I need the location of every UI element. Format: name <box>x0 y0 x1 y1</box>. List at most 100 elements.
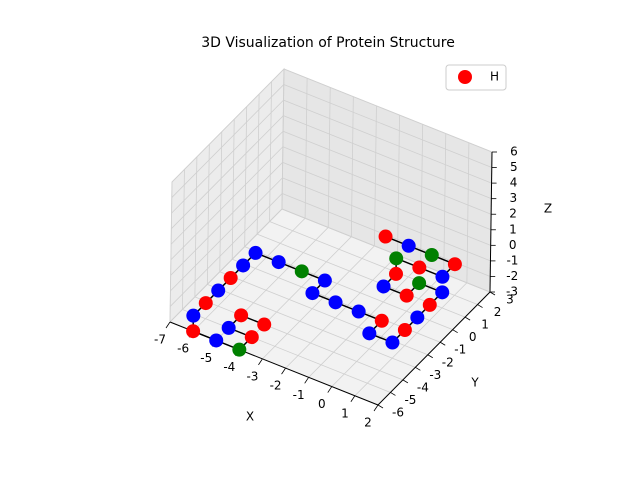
grid-line <box>170 162 283 276</box>
grid-line <box>443 133 447 274</box>
grid-line <box>331 273 445 387</box>
grid-line <box>374 105 377 246</box>
residue <box>198 296 213 311</box>
grid-line <box>281 68 285 210</box>
z-axis-label: Z <box>544 202 552 216</box>
y-tick-label: -5 <box>404 393 416 407</box>
grid-line <box>169 208 283 323</box>
residue <box>385 335 400 350</box>
residue <box>447 257 462 272</box>
residue <box>248 245 263 260</box>
z-tick-label: 2 <box>509 207 517 221</box>
grid-line <box>171 99 284 214</box>
x-tick-label: -1 <box>293 388 305 402</box>
y-tick-label: 3 <box>506 293 514 307</box>
tick-mark <box>304 377 309 384</box>
grid-line <box>282 130 492 215</box>
residue <box>424 248 439 262</box>
residue <box>317 273 332 288</box>
grid-line <box>170 146 284 261</box>
grid-line <box>170 177 283 292</box>
y-axis <box>377 291 491 406</box>
residue <box>305 286 320 301</box>
tick-mark <box>258 358 263 366</box>
residue <box>232 342 247 357</box>
tick-mark <box>281 367 286 375</box>
residue <box>186 324 201 339</box>
z-tick-label: 0 <box>509 238 517 252</box>
x-tick-label: -5 <box>200 351 212 365</box>
grid-line <box>466 142 470 283</box>
grid-line <box>282 161 491 246</box>
grid-line <box>283 68 493 153</box>
x-tick-label: 2 <box>364 416 372 430</box>
residue <box>244 330 259 345</box>
residue <box>389 266 403 281</box>
x-tick-label: -3 <box>246 369 258 383</box>
grid-line <box>304 78 308 219</box>
tick-mark <box>377 404 384 409</box>
y-tick-label: -4 <box>417 380 429 394</box>
y-tick-label: -6 <box>392 406 404 420</box>
z-tick-label: -3 <box>506 285 518 299</box>
tick-mark <box>373 404 379 412</box>
tick-mark <box>489 291 496 296</box>
grid-line <box>283 84 492 168</box>
grid-line <box>194 296 404 381</box>
y-tick-label: 1 <box>481 318 489 332</box>
tick-mark <box>427 354 433 359</box>
x-tick-label: -7 <box>154 333 166 347</box>
grid-line <box>308 264 421 378</box>
grid-line <box>327 87 331 228</box>
tick-mark <box>464 316 471 321</box>
grid-line <box>350 96 354 237</box>
residue <box>401 238 416 253</box>
residue <box>422 297 437 312</box>
residue <box>374 313 389 328</box>
legend-label: H <box>490 70 499 84</box>
residue <box>351 304 366 319</box>
grid-line <box>282 146 492 231</box>
grid-line <box>283 115 492 200</box>
residue <box>223 271 238 285</box>
residue <box>362 326 377 341</box>
x-tick-label: -2 <box>270 379 282 393</box>
grid-line <box>285 254 398 369</box>
residue <box>257 317 272 332</box>
grid-line <box>231 119 235 260</box>
tick-mark <box>327 386 333 393</box>
residue <box>378 229 393 244</box>
grid-line <box>171 84 285 198</box>
residue <box>389 251 404 266</box>
grid-line <box>262 245 375 360</box>
grid-line <box>269 81 272 222</box>
grid-line <box>281 208 491 293</box>
z-tick-label: 5 <box>510 160 518 174</box>
grid-line <box>194 156 198 297</box>
y-tick-label: -1 <box>454 343 466 357</box>
tick-mark <box>390 392 396 396</box>
tick-mark <box>415 366 421 371</box>
z-tick-label: 6 <box>510 145 518 159</box>
x-tick-label: -6 <box>177 342 189 356</box>
grid-line <box>239 236 352 350</box>
residue <box>399 288 414 303</box>
residue <box>234 308 249 323</box>
tick-mark <box>350 395 356 402</box>
residue <box>328 295 343 310</box>
residue <box>294 264 309 279</box>
x-tick-label: 1 <box>341 406 349 420</box>
y-tick-label: -2 <box>442 355 454 369</box>
grid-line <box>171 68 285 183</box>
residue <box>211 283 226 298</box>
y-tick-label: 2 <box>494 305 502 319</box>
z-axis <box>489 151 493 293</box>
residue <box>271 255 286 270</box>
tick-mark <box>402 379 409 384</box>
chart-title: 3D Visualization of Protein Structure <box>201 35 455 51</box>
grid-line <box>283 99 492 184</box>
residue <box>221 320 236 335</box>
z-tick-label: 3 <box>510 191 518 205</box>
grid-line <box>182 169 185 310</box>
